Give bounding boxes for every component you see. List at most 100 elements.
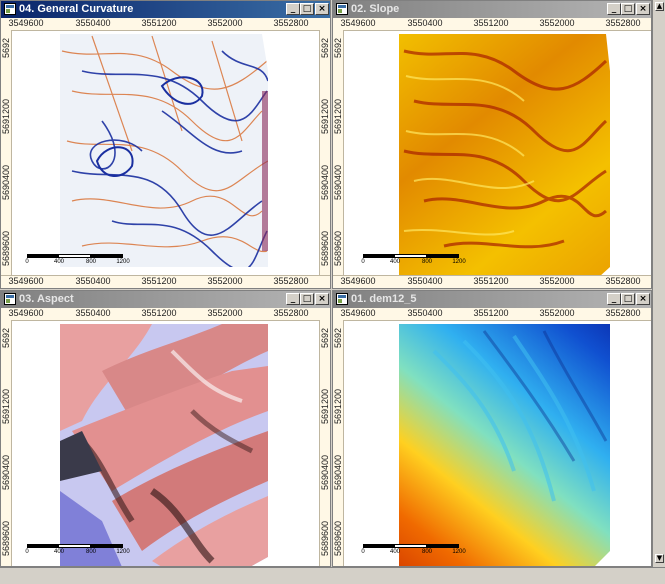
tick-label: 3551200 <box>473 18 509 28</box>
window-general-curvature[interactable]: 04. General Curvature _ □ × 3549600 3550… <box>0 0 331 289</box>
aspect-map-canvas[interactable] <box>12 321 320 567</box>
close-button[interactable]: × <box>315 3 329 15</box>
tick-label: 3552800 <box>273 18 309 28</box>
ruler-bottom: 3549600 3550400 3551200 3552000 3552800 <box>333 275 651 288</box>
window-aspect[interactable]: 03. Aspect _ □ × 3549600 3550400 3551200… <box>0 290 331 567</box>
vertical-scrollbar[interactable]: ▲ ▼ <box>652 0 665 567</box>
scale-label: 1200 <box>452 259 466 265</box>
scale-label: 400 <box>53 549 65 555</box>
ruler-top: 3549600 3550400 3551200 3552000 3552800 <box>1 18 330 31</box>
tick-label: 5692 <box>1 327 11 348</box>
tick-label: 3549600 <box>8 308 44 318</box>
slope-map-canvas[interactable] <box>344 31 650 277</box>
scale-label: 0 <box>25 259 29 265</box>
minimize-button[interactable]: _ <box>286 3 300 15</box>
tick-label: 3550400 <box>407 18 443 28</box>
tick-label: 3551200 <box>141 276 177 286</box>
tick-label: 5691200 <box>333 98 343 134</box>
tick-label: 3550400 <box>407 276 443 286</box>
scale-label: 800 <box>421 259 433 265</box>
close-button[interactable]: × <box>315 293 329 305</box>
tick-label: 5690400 <box>333 164 343 200</box>
window-title: 01. dem12_5 <box>351 293 417 305</box>
tick-label: 5689600 <box>1 520 11 556</box>
tick-label: 5692 <box>333 327 343 348</box>
window-slope[interactable]: 02. Slope _ □ × 3549600 3550400 3551200 … <box>332 0 652 289</box>
tick-label: 3552000 <box>539 18 575 28</box>
titlebar-aspect[interactable]: 03. Aspect _ □ × <box>1 291 330 308</box>
ruler-top: 3549600 3550400 3551200 3552000 3552800 <box>333 308 651 321</box>
titlebar-dem[interactable]: 01. dem12_5 _ □ × <box>333 291 651 308</box>
minimize-button[interactable]: _ <box>607 293 621 305</box>
scale-bar-graphic <box>27 544 123 548</box>
tick-label: 5691200 <box>1 388 11 424</box>
tick-label: 5691200 <box>1 98 11 134</box>
ruler-right: 5692 5691200 5690400 5689600 <box>319 30 330 276</box>
tick-label: 5691200 <box>320 388 330 424</box>
tick-label: 3552000 <box>207 276 243 286</box>
titlebar-slope[interactable]: 02. Slope _ □ × <box>333 1 651 18</box>
tick-label: 3552000 <box>207 18 243 28</box>
scale-bar-graphic <box>363 254 459 258</box>
arrow-up-icon[interactable]: ▲ <box>655 2 664 11</box>
map-window-icon <box>4 3 16 15</box>
scale-label: 400 <box>389 259 401 265</box>
maximize-button[interactable]: □ <box>621 3 635 15</box>
tick-label: 3551200 <box>141 308 177 318</box>
ruler-top: 3549600 3550400 3551200 3552000 3552800 <box>333 18 651 31</box>
tick-label: 3552000 <box>207 308 243 318</box>
maximize-button[interactable]: □ <box>300 293 314 305</box>
tick-label: 3550400 <box>75 18 111 28</box>
tick-label: 5689600 <box>320 520 330 556</box>
scale-label: 0 <box>25 549 29 555</box>
ruler-left: 5692 5691200 5690400 5689600 <box>333 320 344 566</box>
ruler-right: 5692 5691200 5690400 5689600 <box>319 320 330 566</box>
tick-label: 3552800 <box>605 276 641 286</box>
minimize-button[interactable]: _ <box>286 293 300 305</box>
tick-label: 3552800 <box>273 276 309 286</box>
maximize-button[interactable]: □ <box>621 293 635 305</box>
tick-label: 5690400 <box>320 454 330 490</box>
tick-label: 5692 <box>333 37 343 58</box>
window-title: 02. Slope <box>351 3 400 15</box>
tick-label: 5689600 <box>1 230 11 266</box>
tick-label: 3550400 <box>75 308 111 318</box>
close-button[interactable]: × <box>636 293 650 305</box>
arrow-down-icon[interactable]: ▼ <box>655 554 664 563</box>
tick-label: 5692 <box>1 37 11 58</box>
window-title: 04. General Curvature <box>19 3 134 15</box>
scale-label: 800 <box>85 549 97 555</box>
tick-label: 5690400 <box>333 454 343 490</box>
tick-label: 5689600 <box>333 230 343 266</box>
scale-label: 1200 <box>116 549 130 555</box>
dem-map-canvas[interactable] <box>344 321 650 567</box>
tick-label: 3549600 <box>340 18 376 28</box>
tick-label: 5690400 <box>1 164 11 200</box>
scale-label: 800 <box>421 549 433 555</box>
scale-label: 800 <box>85 259 97 265</box>
close-button[interactable]: × <box>636 3 650 15</box>
tick-label: 3551200 <box>473 276 509 286</box>
scale-label: 400 <box>53 259 65 265</box>
tick-label: 5692 <box>320 327 330 348</box>
scale-label: 1200 <box>116 259 130 265</box>
tick-label: 3551200 <box>141 18 177 28</box>
tick-label: 3552800 <box>605 308 641 318</box>
window-dem[interactable]: 01. dem12_5 _ □ × 3549600 3550400 355120… <box>332 290 652 567</box>
scale-bar-graphic <box>27 254 123 258</box>
minimize-button[interactable]: _ <box>607 3 621 15</box>
scale-label: 1200 <box>452 549 466 555</box>
tick-label: 3549600 <box>340 308 376 318</box>
curvature-map-canvas[interactable] <box>12 31 320 277</box>
horizontal-scrollbar[interactable] <box>0 567 665 584</box>
tick-label: 5689600 <box>320 230 330 266</box>
tick-label: 5689600 <box>333 520 343 556</box>
tick-label: 3552800 <box>273 308 309 318</box>
ruler-left: 5692 5691200 5690400 5689600 <box>1 30 12 276</box>
scale-label: 0 <box>361 549 365 555</box>
tick-label: 5690400 <box>320 164 330 200</box>
map-window-icon <box>336 293 348 305</box>
tick-label: 3552800 <box>605 18 641 28</box>
titlebar-curvature[interactable]: 04. General Curvature _ □ × <box>1 1 330 18</box>
maximize-button[interactable]: □ <box>300 3 314 15</box>
